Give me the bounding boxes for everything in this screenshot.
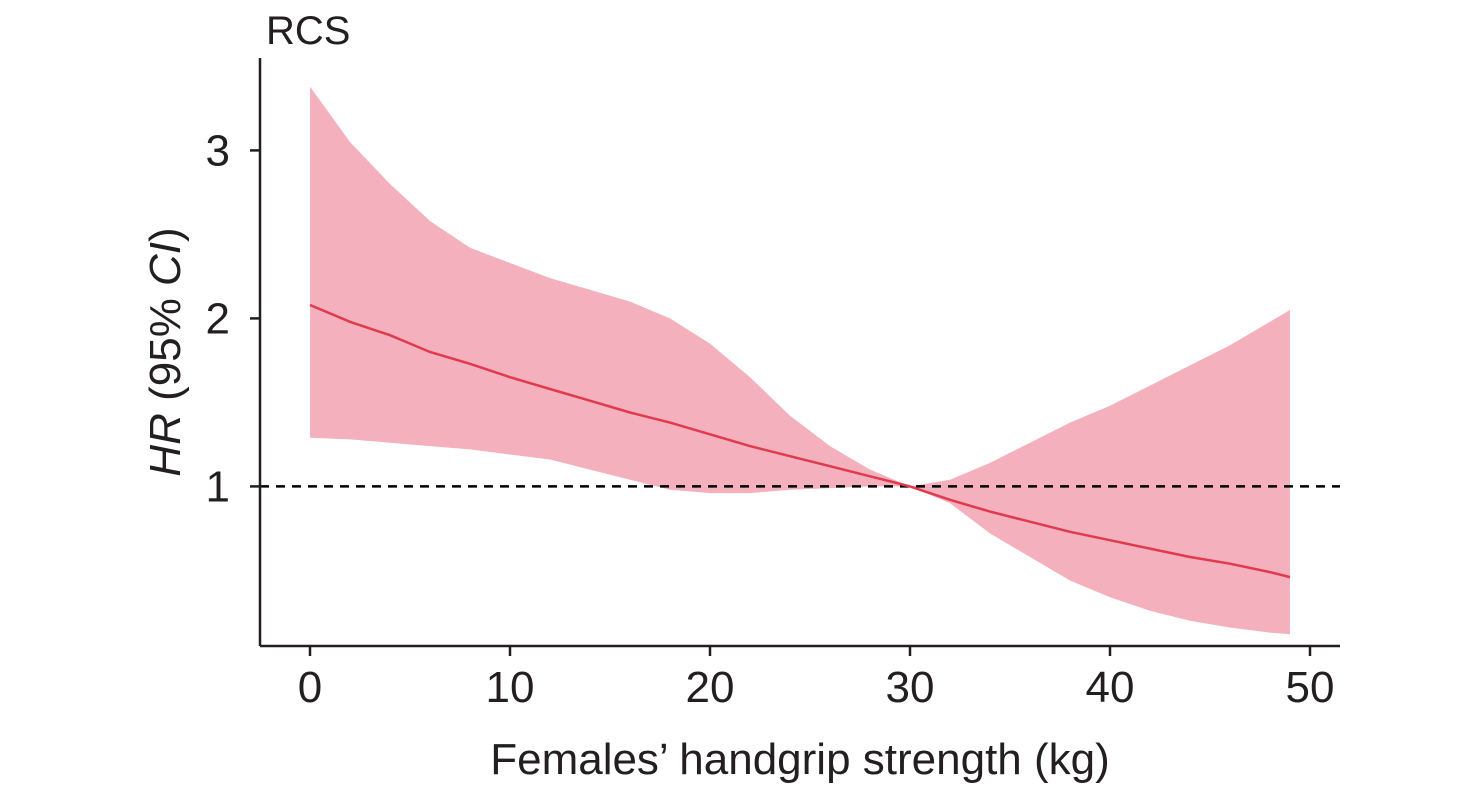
x-tick-label: 40 — [1086, 663, 1135, 712]
hr-line — [309, 303, 1291, 579]
y-tick-label: 1 — [206, 462, 230, 511]
y-tick-label: 3 — [206, 126, 230, 175]
y-axis-title-end: ) — [141, 227, 190, 242]
y-axis-title-hr: HR — [141, 413, 190, 477]
y-axis-title: HR (95% CI) — [141, 227, 190, 476]
axes — [258, 58, 1340, 648]
ci-band — [310, 86, 1290, 635]
plot-area — [260, 86, 1340, 635]
x-axis-title: Females’ handgrip strength (kg) — [490, 735, 1110, 784]
panel-label: RCS — [266, 9, 350, 53]
y-axis-title-ci: CI — [141, 242, 190, 286]
y-tick-label: 2 — [206, 294, 230, 343]
x-tick-label: 20 — [686, 663, 735, 712]
x-tick-label: 50 — [1286, 663, 1335, 712]
x-tick-label: 0 — [298, 663, 322, 712]
ticks: 0 10 20 30 40 50 1 2 3 — [206, 126, 1335, 712]
x-tick-label: 30 — [886, 663, 935, 712]
x-tick-label: 10 — [486, 663, 535, 712]
y-axis-title-mid: (95% — [141, 286, 190, 413]
